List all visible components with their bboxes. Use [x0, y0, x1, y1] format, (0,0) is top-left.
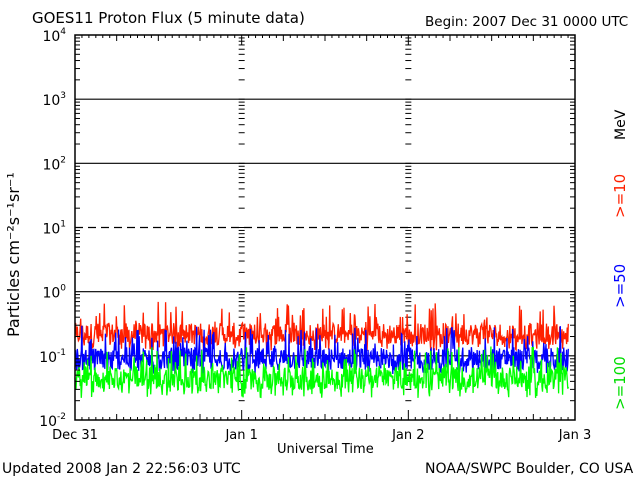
label-layer: 10-2 10-1 100 101 102 103 104 Dec 31 Jan 1 Jan 2 J…	[39, 27, 591, 443]
begin-time-label: Begin: 2007 Dec 31 0000 UTC	[425, 14, 629, 30]
x-tick-label: Jan 3	[558, 428, 591, 443]
y-tick-label: 103	[42, 91, 66, 109]
plot-frame	[74, 34, 576, 421]
y-axis-label: Particles cm⁻²s⁻¹sr⁻¹	[4, 172, 23, 337]
legend-series-10: >=10	[611, 173, 629, 218]
legend-series-100: >=100	[611, 356, 629, 410]
series-line-100	[74, 346, 569, 399]
x-axis-label: Universal Time	[277, 442, 374, 457]
y-tick-label: 101	[42, 220, 66, 238]
x-tick-label: Jan 1	[224, 428, 257, 443]
x-tick-label: Jan 2	[391, 428, 424, 443]
y-tick-label: 104	[42, 27, 66, 45]
credit-label: NOAA/SWPC Boulder, CO USA	[425, 461, 634, 477]
chart-title: GOES11 Proton Flux (5 minute data)	[32, 9, 305, 27]
series-layer	[74, 301, 569, 399]
x-tick-label: Dec 31	[52, 428, 98, 443]
updated-timestamp: Updated 2008 Jan 2 22:56:03 UTC	[2, 461, 241, 477]
series-line-10	[74, 301, 569, 352]
frame-layer	[74, 34, 576, 421]
legend-units: MeV	[613, 109, 629, 140]
y-tick-label: 102	[42, 155, 66, 173]
legend-series-50: >=50	[611, 263, 629, 308]
y-tick-label: 10-1	[39, 348, 66, 366]
y-tick-label: 100	[42, 284, 66, 302]
y-tick-label: 10-2	[39, 412, 66, 430]
